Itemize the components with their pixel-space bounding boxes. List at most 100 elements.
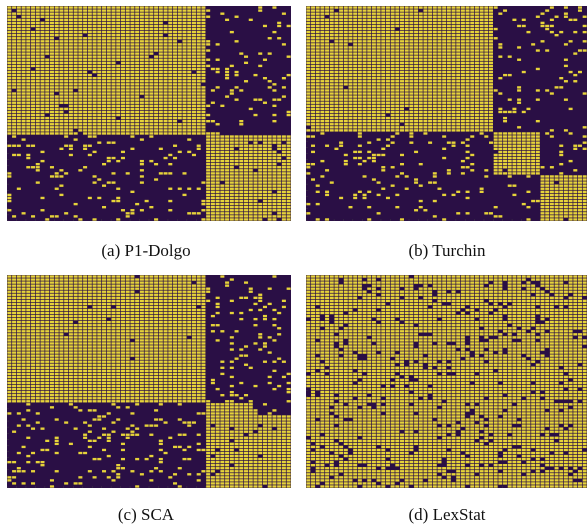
heatmap-cell [144, 43, 149, 46]
heatmap-cell [168, 52, 173, 55]
heatmap-cell [315, 92, 320, 95]
heatmap-cell [26, 116, 31, 120]
heatmap-cell [418, 116, 423, 120]
heatmap-cell [414, 37, 419, 40]
heatmap-cell [582, 193, 587, 197]
heatmap-cell [489, 70, 493, 74]
heatmap-cell [339, 89, 344, 92]
heatmap-cell [168, 101, 173, 104]
heatmap-cell [456, 126, 461, 129]
heatmap-cell [414, 18, 419, 22]
heatmap-cell [97, 107, 102, 111]
heatmap-cell [418, 37, 423, 40]
heatmap-cell [64, 284, 69, 287]
heatmap-cell [489, 92, 493, 95]
heatmap-cell [97, 281, 102, 284]
heatmap-cell [163, 116, 168, 120]
heatmap-cell [286, 24, 291, 28]
heatmap-cell [442, 46, 447, 49]
heatmap-cell [362, 101, 367, 104]
heatmap-cell [390, 33, 395, 37]
heatmap-cell [432, 83, 437, 86]
heatmap-cell [215, 138, 220, 141]
heatmap-cell [517, 86, 522, 89]
heatmap-cell [521, 132, 526, 135]
heatmap-cell [182, 275, 187, 278]
heatmap-cell [97, 98, 102, 101]
heatmap-cell [390, 135, 395, 138]
heatmap-cell [68, 27, 73, 31]
heatmap-cell [442, 107, 447, 111]
heatmap-cell [582, 215, 587, 218]
heatmap-cell [201, 6, 206, 9]
heatmap-cell [187, 132, 192, 135]
heatmap-cell [423, 61, 428, 65]
heatmap-cell [12, 61, 17, 65]
heatmap-cell [470, 92, 475, 95]
heatmap-cell [173, 33, 178, 37]
heatmap-cell [334, 37, 339, 40]
heatmap-cell [582, 202, 587, 206]
heatmap-cell [423, 30, 428, 34]
heatmap-cell [437, 110, 442, 114]
heatmap-cell [135, 86, 140, 89]
heatmap-cell [68, 64, 73, 68]
heatmap-cell [64, 86, 69, 89]
heatmap-cell [187, 123, 192, 126]
heatmap-cell [315, 202, 320, 206]
heatmap-cell [239, 52, 244, 55]
heatmap-cell [215, 153, 220, 157]
heatmap-cell [158, 15, 163, 18]
heatmap-cell [196, 284, 201, 287]
heatmap-cell [83, 119, 88, 123]
heatmap-cell [414, 110, 419, 114]
heatmap-cell [49, 33, 54, 37]
heatmap-cell [432, 55, 437, 58]
heatmap-cell [343, 15, 348, 18]
heatmap-cell [404, 92, 409, 95]
heatmap-cell [325, 67, 330, 71]
heatmap-cell [196, 129, 201, 132]
heatmap-cell [144, 64, 149, 68]
heatmap-cell [239, 209, 244, 212]
heatmap-cell [158, 12, 163, 15]
heatmap-cell [125, 172, 130, 175]
heatmap-cell [484, 110, 489, 114]
heatmap-cell [64, 15, 69, 18]
heatmap-cell [40, 110, 45, 114]
heatmap-cell [182, 83, 187, 86]
heatmap-cell [306, 6, 311, 9]
heatmap-cell [395, 116, 400, 120]
heatmap-cell [196, 49, 201, 52]
heatmap-cell [432, 76, 437, 80]
heatmap-cell [7, 80, 12, 83]
heatmap-cell [40, 9, 45, 12]
heatmap-cell [158, 55, 163, 58]
heatmap-cell [418, 21, 423, 25]
heatmap-cell [149, 80, 154, 83]
heatmap-cell [49, 107, 54, 111]
heatmap-cell [106, 73, 111, 77]
heatmap-cell [244, 190, 249, 194]
heatmap-cell [367, 110, 372, 114]
heatmap-cell [371, 101, 376, 104]
heatmap-cell [559, 205, 564, 209]
heatmap-cell [12, 83, 17, 86]
heatmap-cell [460, 107, 465, 111]
heatmap-cell [563, 12, 568, 15]
heatmap-cell [489, 104, 493, 108]
heatmap-cell [428, 67, 433, 71]
heatmap-cell [135, 40, 140, 43]
heatmap-cell [311, 12, 316, 15]
heatmap-cell [545, 218, 550, 221]
heatmap-cell [177, 43, 182, 46]
heatmap-cell [582, 218, 587, 221]
heatmap-cell [21, 98, 26, 101]
heatmap-cell [418, 86, 423, 89]
heatmap-cell [489, 76, 493, 80]
heatmap-cell [225, 196, 230, 200]
heatmap-cell [201, 126, 206, 129]
heatmap-cell [144, 49, 149, 52]
heatmap-cell [460, 15, 465, 18]
heatmap-cell [168, 199, 173, 203]
